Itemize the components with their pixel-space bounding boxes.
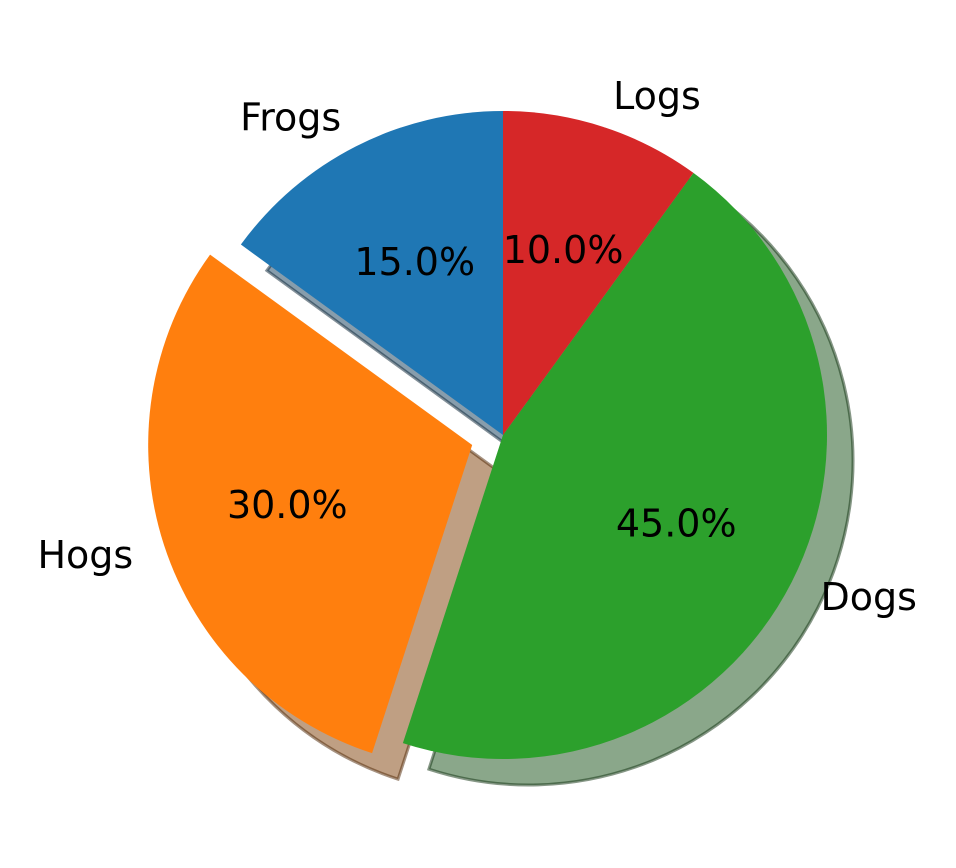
slice-label-frogs: Frogs [240,95,341,139]
pie-slice-hogs [148,254,473,754]
pie-slice-dogs [402,172,828,760]
pie-label-layer: Frogs 15.0% Hogs 30.0% Dogs 45.0% Logs 10.0% [37,74,917,619]
slice-label-logs: Logs [613,74,701,118]
slice-percent-dogs: 45.0% [616,501,737,545]
slice-percent-frogs: 15.0% [354,240,475,284]
slice-percent-hogs: 30.0% [227,483,348,527]
pie-slice-layer [148,111,828,760]
pie-slice-logs [503,111,694,435]
pie-slice-frogs [240,111,504,435]
slice-label-dogs: Dogs [821,575,917,619]
slice-label-hogs: Hogs [37,533,133,577]
slice-percent-logs: 10.0% [503,228,624,272]
